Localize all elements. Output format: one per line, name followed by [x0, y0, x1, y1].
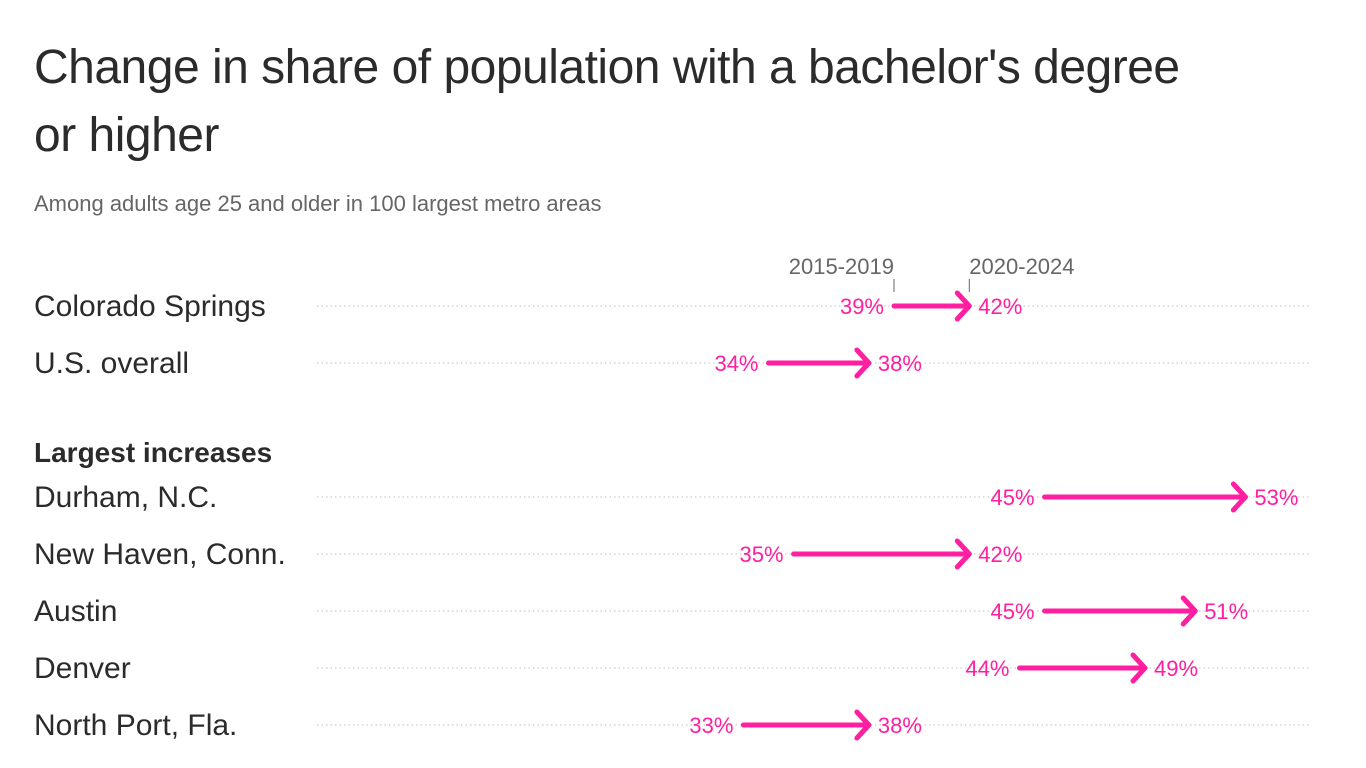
legend-end-label: 2020-2024: [969, 254, 1074, 279]
end-value-label: 53%: [1254, 485, 1298, 510]
end-value-label: 51%: [1204, 599, 1248, 624]
start-value-label: 44%: [965, 656, 1009, 681]
row-label: North Port, Fla.: [34, 709, 237, 742]
start-value-label: 33%: [689, 713, 733, 738]
arrow-head: [854, 709, 872, 741]
row-label: Austin: [34, 595, 117, 628]
section-heading: Largest increases: [34, 437, 272, 468]
arrow-head: [854, 347, 872, 379]
arrow-head: [954, 538, 972, 570]
end-value-label: 42%: [978, 294, 1022, 319]
end-value-label: 38%: [878, 713, 922, 738]
start-value-label: 34%: [714, 351, 758, 376]
row-label: Denver: [34, 652, 131, 685]
arrow-head: [1180, 595, 1198, 627]
chart-subtitle: Among adults age 25 and older in 100 lar…: [34, 191, 602, 216]
start-value-label: 45%: [991, 599, 1035, 624]
chart-title: Change in share of population with a bac…: [34, 41, 1180, 162]
end-value-label: 38%: [878, 351, 922, 376]
start-value-label: 39%: [840, 294, 884, 319]
start-value-label: 35%: [740, 542, 784, 567]
end-value-label: 49%: [1154, 656, 1198, 681]
start-value-label: 45%: [991, 485, 1035, 510]
end-value-label: 42%: [978, 542, 1022, 567]
row-label: Colorado Springs: [34, 290, 266, 323]
row-label: Durham, N.C.: [34, 481, 217, 514]
arrow-head: [954, 290, 972, 322]
arrow-head: [1130, 652, 1148, 684]
arrow-head: [1230, 481, 1248, 513]
row-label: New Haven, Conn.: [34, 538, 286, 571]
legend-start-label: 2015-2019: [789, 254, 894, 279]
row-label: U.S. overall: [34, 347, 189, 380]
